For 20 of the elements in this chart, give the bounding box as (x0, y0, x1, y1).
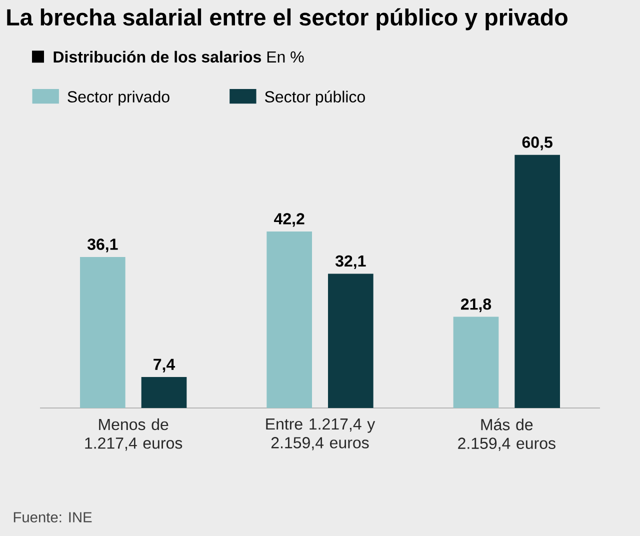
bar (80, 256, 126, 408)
bar (266, 231, 312, 408)
data-label: 21,8 (460, 298, 492, 312)
x-tick-label: Menos de 1.217,4 euros (85, 418, 182, 451)
chart-subtitle: Distribución de los salarios En % (54, 50, 304, 63)
data-label: 7,4 (154, 358, 176, 372)
source-note: Fuente: INE (14, 512, 92, 522)
x-tick-label: Más de 2.159,4 euros (458, 418, 556, 451)
bar (514, 154, 560, 408)
bar (328, 274, 374, 408)
data-label: 36,1 (87, 238, 118, 252)
bar (141, 377, 187, 408)
bar (453, 316, 499, 408)
data-label: 32,1 (335, 255, 366, 269)
data-label: 60,5 (522, 136, 552, 150)
chart-title: La brecha salarial entre el sector público y privado (7, 8, 568, 30)
data-label: 42,2 (274, 213, 304, 227)
legend-label: Sector privado (68, 90, 170, 106)
x-tick-label: Entre 1.217,4 y 2.159,4 euros (266, 418, 376, 450)
legend-label: Sector público (265, 90, 365, 106)
